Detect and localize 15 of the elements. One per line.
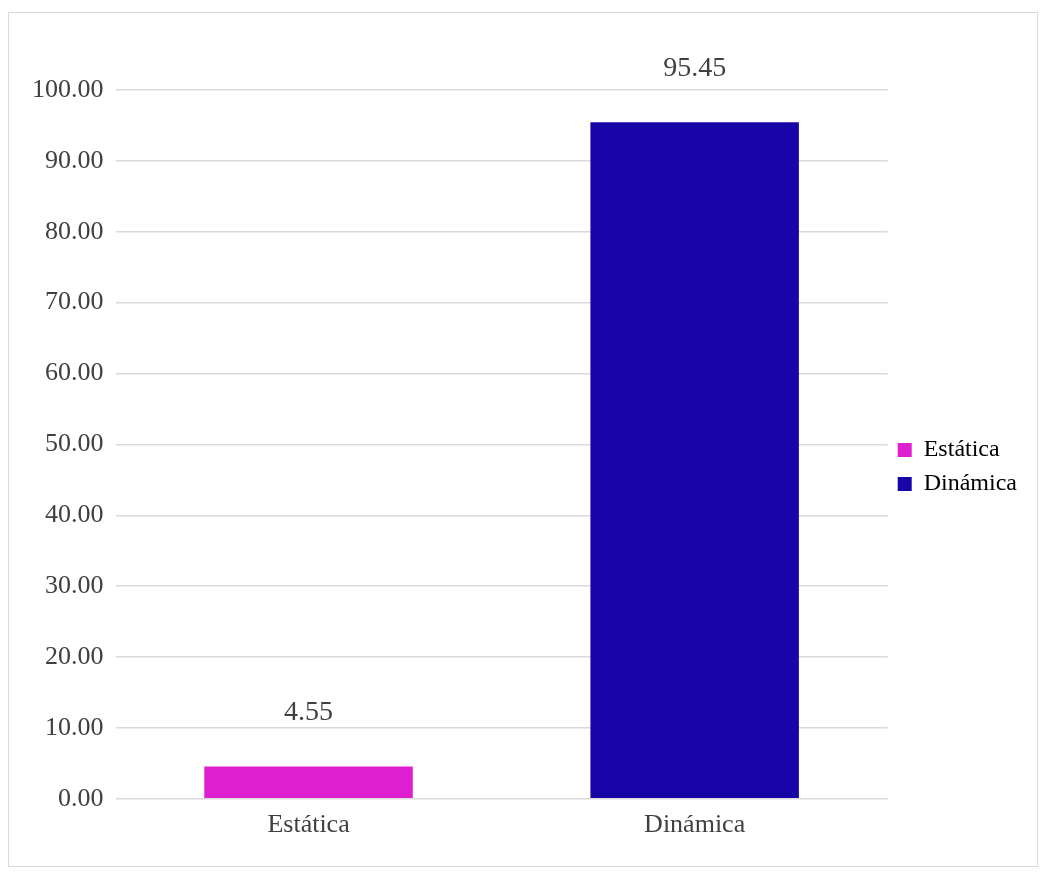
y-tick-label: 10.00 [45,711,104,741]
y-tick-label: 90.00 [45,144,104,174]
y-tick-label: 70.00 [45,286,104,316]
y-tick-label: 0.00 [58,782,104,812]
y-tick-label: 40.00 [45,499,104,529]
legend-label: Estática [923,435,1001,462]
y-tick-label: 30.00 [45,569,104,599]
legend-label: Dinámica [923,469,1018,496]
y-tick-label: 100.00 [32,73,104,103]
y-tick-label: 50.00 [45,428,104,458]
data-label: 4.55 [284,694,334,726]
y-tick-label: 60.00 [45,357,104,387]
y-tick-label: 80.00 [45,215,104,245]
data-label: 95.45 [663,50,727,82]
y-tick-label: 20.00 [45,640,104,670]
